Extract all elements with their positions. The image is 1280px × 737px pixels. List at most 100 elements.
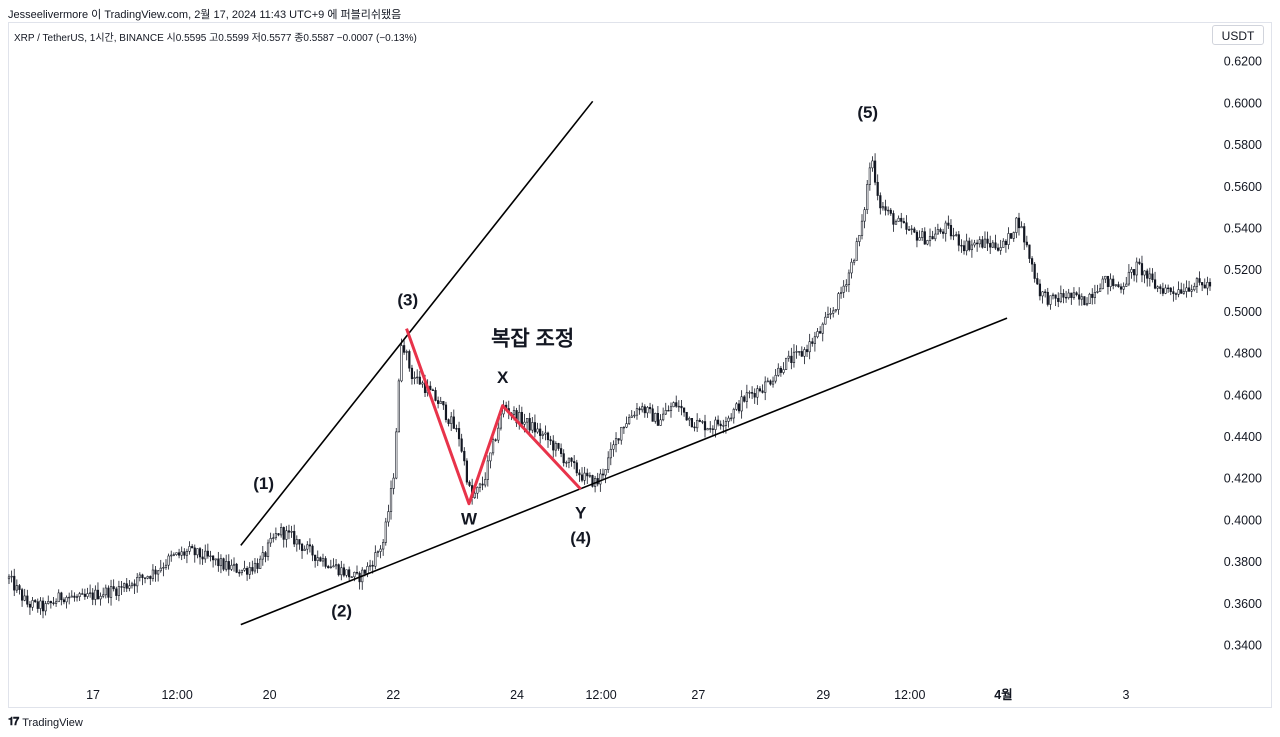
candle [575,459,578,477]
candle [104,584,107,599]
candle-body [437,400,440,404]
candle [552,435,555,458]
candle [10,570,13,583]
candle-body [790,355,793,363]
candle [109,579,113,606]
candle-body [630,415,633,418]
candle-body [1135,261,1138,276]
candle [562,449,565,467]
candle-body [643,406,646,414]
candle-body [588,475,591,477]
x-tick-label: 4월 [994,687,1012,702]
tradingview-logo-icon: 𝟏𝟕 [8,716,19,728]
footer-brand[interactable]: 𝟏𝟕 TradingView [8,716,83,729]
candle-body [1041,291,1044,297]
candle [49,600,52,609]
candle [117,580,120,602]
candle-body [688,418,691,421]
candle [905,215,908,235]
candle-body [1062,293,1065,298]
candle-body [102,594,105,597]
candle-body [782,369,785,373]
candle-body [1119,286,1123,290]
candle [921,228,924,241]
candle-body [478,483,482,488]
candle-body [531,422,534,431]
candle [392,473,395,495]
candle [1195,277,1199,294]
candle-body [1067,292,1070,299]
candle-body [583,472,586,481]
candle [28,601,32,615]
candle-body [1051,294,1055,297]
candle-body [554,443,557,451]
candle [936,223,939,235]
candle-body [1010,233,1013,239]
candles-layer [7,153,1212,619]
candle [873,153,877,186]
candle-body [379,548,382,552]
candle-body [839,292,843,294]
candle-body [952,234,955,237]
candle [1148,267,1151,287]
candle-body [813,336,816,344]
candle [494,438,497,442]
candle [447,418,450,427]
candle-body [824,316,827,325]
candle [13,568,16,597]
candle [701,420,704,425]
candle [269,532,272,547]
candle-body [191,546,194,549]
candle-body [319,557,322,562]
candle-body [463,450,466,462]
candle-body [541,433,544,436]
candle [554,441,557,457]
candle-body [978,239,981,245]
currency-selector[interactable]: USDT [1212,25,1264,45]
candle [957,230,960,252]
candle [1138,258,1141,266]
candle [949,219,953,240]
candle [1028,244,1031,264]
candle [753,388,756,404]
candle [251,560,254,575]
candle-body [761,390,764,393]
candle-body [211,555,215,561]
candle-body [125,583,128,589]
candle [651,404,654,422]
candle-body [735,403,738,410]
candle [737,399,741,414]
candle [1046,287,1049,307]
candle-body [617,438,620,441]
candle-body [829,313,832,315]
candle [151,564,155,582]
wave-labels-layer: (1) (2) (3) (4) (5) W X Y 복잡 조정 [253,103,878,620]
candle-body [628,417,631,424]
candle-body [259,558,262,569]
candle-body [308,544,312,547]
candle [358,571,361,590]
candle-body [981,239,984,248]
candle [1206,276,1209,296]
candle-body [457,428,461,440]
candle-body [622,426,625,429]
y-tick-label: 0.5200 [1224,263,1262,277]
candle-body [316,557,319,561]
candle-body [416,376,419,379]
candle [329,559,332,569]
candle [201,549,204,565]
candle-body [1185,287,1188,292]
candle [321,553,325,567]
y-tick-label: 0.4600 [1224,388,1262,402]
candle-body [871,160,874,169]
candle [376,550,380,558]
candle [293,524,296,548]
candle-body [1057,298,1060,302]
candle [745,384,748,409]
candle-body [845,284,848,287]
candle [1114,284,1117,288]
candle [272,533,275,543]
candle [337,563,340,577]
candle [361,567,364,590]
